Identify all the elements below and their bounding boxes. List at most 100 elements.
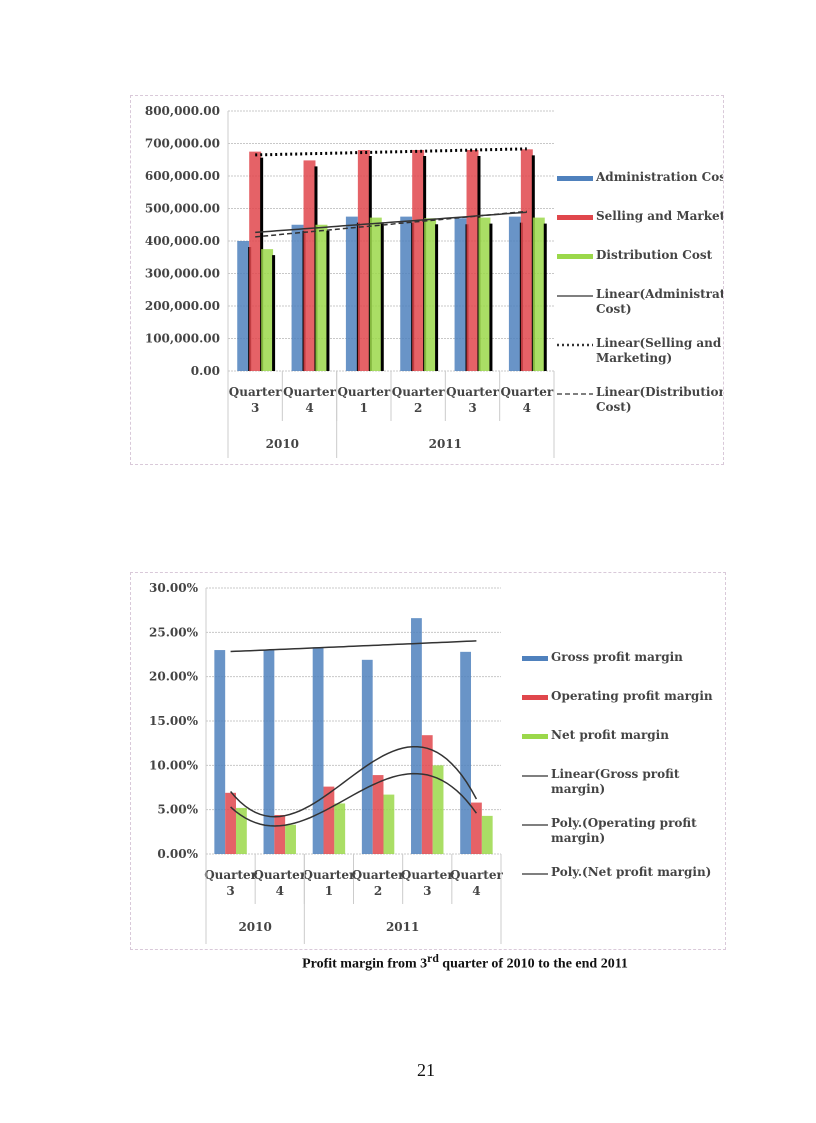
y-tick-label: 300,000.00 bbox=[145, 267, 220, 281]
y-tick-label: 200,000.00 bbox=[145, 299, 220, 313]
y-tick-label: 15.00% bbox=[149, 714, 199, 728]
bar-2-2 bbox=[369, 217, 382, 371]
category-label: 4 bbox=[523, 401, 531, 415]
legend-swatch bbox=[522, 695, 548, 700]
bar-1-4 bbox=[466, 150, 479, 371]
bar-0-4 bbox=[454, 218, 467, 371]
trendline-2 bbox=[255, 210, 527, 238]
profit-margin-chart: 0.00% 5.00% 10.00% 15.00% 20.00% 25.00% 30.00%… bbox=[130, 572, 726, 950]
category-label: Quarter bbox=[392, 385, 445, 399]
y-tick-label: 100,000.00 bbox=[145, 332, 220, 346]
page-number: 21 bbox=[417, 1060, 435, 1080]
legend-label: Linear(Administration bbox=[596, 287, 723, 301]
bar-2-0 bbox=[235, 807, 247, 854]
bar-2-0 bbox=[261, 249, 274, 371]
y-tick-label: 600,000.00 bbox=[145, 169, 220, 183]
y-tick-label: 0.00% bbox=[157, 847, 198, 861]
bar-1-1 bbox=[303, 160, 316, 371]
bar-shadow bbox=[272, 255, 276, 371]
legend-label: Cost) bbox=[596, 302, 632, 316]
category-label: 3 bbox=[423, 884, 431, 898]
bar-1-0 bbox=[249, 151, 262, 371]
caption-text: Profit margin from 3 bbox=[302, 956, 428, 972]
bar-0-3 bbox=[400, 216, 413, 371]
bar-2-1 bbox=[285, 824, 296, 854]
bar-shadow bbox=[543, 223, 547, 371]
y-tick-label: 800,000.00 bbox=[145, 104, 220, 118]
y-tick-label: 20.00% bbox=[149, 670, 199, 684]
category-label: Quarter bbox=[229, 385, 282, 399]
category-label: Quarter bbox=[401, 868, 454, 882]
bar-2-1 bbox=[315, 224, 328, 371]
category-label: Quarter bbox=[253, 868, 306, 882]
bar-1-3 bbox=[372, 775, 384, 854]
bar-2-2 bbox=[334, 803, 346, 854]
trendline-0 bbox=[230, 640, 477, 653]
legend-swatch bbox=[557, 215, 593, 220]
bar-2-5 bbox=[481, 815, 493, 854]
legend-swatch bbox=[557, 254, 593, 259]
category-label: 4 bbox=[472, 884, 480, 898]
category-label: 4 bbox=[305, 401, 313, 415]
y-tick-label: 30.00% bbox=[149, 581, 199, 595]
legend-label: margin) bbox=[551, 831, 605, 845]
bar-0-5 bbox=[508, 216, 521, 371]
bar-0-1 bbox=[263, 650, 275, 854]
legend-label: Cost) bbox=[596, 400, 632, 414]
y-tick-label: 400,000.00 bbox=[145, 234, 220, 248]
category-label: Quarter bbox=[446, 385, 499, 399]
y-tick-label: 5.00% bbox=[157, 803, 198, 817]
bar-shadow bbox=[380, 223, 384, 371]
category-label: Quarter bbox=[204, 868, 257, 882]
bar-0-2 bbox=[345, 216, 358, 371]
trendline-2 bbox=[230, 772, 478, 827]
bar-2-4 bbox=[478, 217, 491, 371]
group-label: 2011 bbox=[386, 920, 419, 934]
category-label: 3 bbox=[226, 884, 234, 898]
legend-label: Selling and Marketing bbox=[596, 209, 723, 223]
category-label: 2 bbox=[374, 884, 382, 898]
group-label: 2010 bbox=[266, 437, 299, 451]
bar-1-1 bbox=[274, 814, 286, 854]
bar-1-2 bbox=[323, 786, 335, 854]
legend-label: Poly.(Net profit margin) bbox=[551, 865, 711, 879]
y-tick-label: 25.00% bbox=[149, 625, 199, 639]
bar-1-5 bbox=[520, 149, 533, 371]
caption-text-end: quarter of 2010 to the end 2011 bbox=[438, 956, 628, 972]
category-label: Quarter bbox=[500, 385, 553, 399]
bar-0-0 bbox=[214, 650, 226, 854]
category-label: Quarter bbox=[450, 868, 503, 882]
trendline-1 bbox=[255, 147, 527, 157]
legend-label: Linear(Selling and bbox=[596, 336, 722, 350]
legend-label: Net profit margin bbox=[551, 728, 669, 742]
bar-1-3 bbox=[412, 150, 425, 371]
legend-label: Poly.(Operating profit bbox=[551, 816, 697, 830]
bar-1-4 bbox=[421, 735, 433, 854]
legend-label: Operating profit margin bbox=[551, 689, 713, 703]
category-label: 3 bbox=[468, 401, 476, 415]
bar-0-0 bbox=[237, 241, 250, 371]
group-label: 2011 bbox=[429, 437, 462, 451]
legend-swatch bbox=[522, 734, 548, 739]
bar-0-2 bbox=[312, 647, 324, 854]
bar-1-2 bbox=[357, 150, 370, 371]
legend-swatch bbox=[557, 176, 593, 181]
cost-chart: 0.00 100,000.00 200,000.00 300,000.00 400,00… bbox=[130, 95, 747, 465]
category-label: Quarter bbox=[283, 385, 336, 399]
cost-chart-svg: 0.00 100,000.00 200,000.00 300,000.00 400,00… bbox=[145, 104, 747, 458]
category-label: 1 bbox=[325, 884, 333, 898]
trendline-1 bbox=[230, 745, 478, 818]
category-label: Quarter bbox=[337, 385, 390, 399]
legend-label: Gross profit margin bbox=[551, 650, 683, 664]
bar-shadow bbox=[326, 230, 330, 371]
bar-2-3 bbox=[383, 794, 395, 854]
bar-2-4 bbox=[432, 765, 444, 854]
legend-label: Marketing) bbox=[596, 351, 672, 365]
y-tick-label: 500,000.00 bbox=[145, 202, 220, 216]
legend-label: Linear(Gross profit bbox=[551, 767, 680, 781]
bar-2-5 bbox=[532, 217, 545, 371]
category-label: 4 bbox=[276, 884, 284, 898]
category-label: Quarter bbox=[352, 868, 405, 882]
bar-2-3 bbox=[424, 218, 437, 371]
